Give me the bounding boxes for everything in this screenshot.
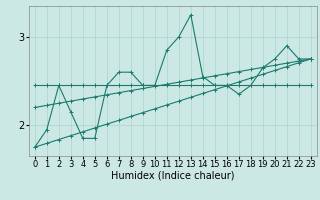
X-axis label: Humidex (Indice chaleur): Humidex (Indice chaleur) — [111, 171, 235, 181]
